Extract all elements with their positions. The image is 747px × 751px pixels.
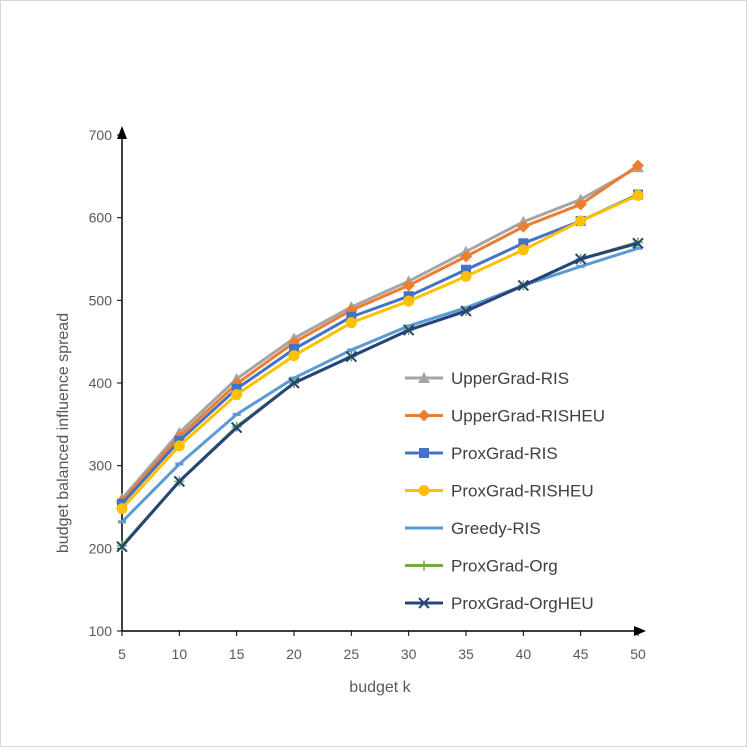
data-point-b bbox=[116, 540, 128, 553]
data-point-b bbox=[288, 377, 300, 389]
data-point-b bbox=[230, 421, 243, 434]
data-point-b bbox=[345, 350, 358, 363]
x-tick-label: 30 bbox=[401, 646, 417, 662]
data-point bbox=[116, 540, 128, 553]
data-point bbox=[461, 264, 471, 275]
series-proxgrad-risheu bbox=[116, 189, 644, 515]
series-proxgrad-orgheu bbox=[116, 237, 644, 553]
x-tick-label: 40 bbox=[516, 646, 532, 662]
data-point bbox=[231, 383, 242, 394]
legend-item-proxgrad-org: ProxGrad-Org bbox=[405, 557, 558, 576]
series-line-greedy-ris bbox=[120, 246, 640, 524]
data-point bbox=[460, 270, 472, 282]
data-point bbox=[173, 440, 185, 452]
legend-label: UpperGrad-RIS bbox=[451, 369, 569, 388]
series-uppergrad-ris bbox=[116, 161, 644, 504]
x-tick-label: 45 bbox=[573, 646, 589, 662]
x-tick-label: 25 bbox=[344, 646, 360, 662]
series-line-uppergrad-risheu bbox=[120, 164, 640, 503]
data-point-b bbox=[574, 253, 587, 265]
series-group bbox=[116, 159, 644, 553]
data-point bbox=[460, 250, 472, 263]
data-point bbox=[632, 189, 644, 201]
legend-swatch-marker bbox=[418, 409, 430, 422]
legend-item-proxgrad-orgheu: ProxGrad-OrgHEU bbox=[405, 594, 594, 613]
legend-item-proxgrad-risheu: ProxGrad-RISHEU bbox=[405, 482, 594, 501]
data-point-b bbox=[173, 475, 186, 488]
y-tick-label: 600 bbox=[89, 210, 113, 226]
data-point bbox=[402, 324, 415, 336]
data-point-b bbox=[632, 237, 644, 250]
data-point bbox=[632, 237, 644, 250]
y-tick-label: 700 bbox=[89, 127, 113, 143]
legend-swatch-marker bbox=[419, 560, 429, 571]
legend-swatch-marker bbox=[419, 448, 429, 458]
x-tick-label: 35 bbox=[458, 646, 474, 662]
data-point bbox=[116, 503, 128, 515]
data-point bbox=[288, 350, 300, 362]
x-tick-label: 15 bbox=[229, 646, 245, 662]
y-tick-label: 400 bbox=[89, 375, 113, 391]
y-tick-label: 500 bbox=[89, 292, 113, 308]
data-point bbox=[288, 377, 300, 389]
data-point bbox=[518, 238, 529, 249]
data-point-b bbox=[517, 279, 530, 292]
legend-swatch-marker bbox=[418, 597, 430, 609]
legend-swatch-marker-b bbox=[418, 597, 430, 609]
data-point bbox=[345, 317, 357, 329]
legend-label: ProxGrad-RISHEU bbox=[451, 482, 594, 501]
x-axis-arrow bbox=[634, 626, 646, 636]
legend-swatch-marker bbox=[418, 372, 430, 383]
legend: UpperGrad-RIS UpperGrad-RISHEU ProxGrad-RI… bbox=[405, 369, 605, 613]
data-point bbox=[632, 159, 644, 172]
axes: 100 200 300 400 500 600 700 5 10 15 20 25 30 35 40 45 50… bbox=[55, 126, 646, 696]
y-tick-label: 200 bbox=[89, 540, 113, 556]
series-line-uppergrad-ris bbox=[120, 165, 640, 501]
data-point bbox=[517, 244, 529, 256]
legend-item-proxgrad-ris: ProxGrad-RIS bbox=[405, 444, 558, 463]
data-point bbox=[346, 311, 357, 322]
x-tick-label: 50 bbox=[630, 646, 646, 662]
data-point bbox=[574, 253, 587, 265]
x-tick-label: 20 bbox=[286, 646, 302, 662]
series-line-proxgrad-orgheu bbox=[120, 241, 640, 549]
series-uppergrad-risheu bbox=[116, 159, 644, 508]
x-tick-label: 5 bbox=[118, 646, 126, 662]
data-point-b bbox=[402, 324, 415, 336]
data-point bbox=[403, 295, 415, 307]
data-point bbox=[574, 198, 587, 211]
series-line-proxgrad-ris bbox=[120, 193, 640, 506]
legend-label: ProxGrad-OrgHEU bbox=[451, 594, 594, 613]
series-proxgrad-org bbox=[117, 237, 643, 551]
y-axis-arrow bbox=[117, 126, 127, 139]
data-point bbox=[345, 350, 358, 363]
series-line-proxgrad-risheu bbox=[120, 193, 640, 511]
legend-swatch-marker bbox=[418, 485, 430, 496]
data-point bbox=[517, 220, 530, 233]
legend-label: Greedy-RIS bbox=[451, 519, 541, 538]
legend-item-greedy-ris: Greedy-RIS bbox=[405, 519, 541, 538]
data-point bbox=[230, 421, 243, 434]
data-point bbox=[460, 305, 472, 317]
legend-label: ProxGrad-RIS bbox=[451, 444, 558, 463]
y-axis-title: budget balanced influence spread bbox=[55, 313, 72, 553]
y-tick-label: 100 bbox=[89, 623, 113, 639]
y-tick-label: 300 bbox=[89, 458, 113, 474]
data-point bbox=[231, 389, 243, 401]
data-point bbox=[402, 279, 415, 292]
x-axis-title: budget k bbox=[349, 679, 411, 696]
data-point bbox=[575, 215, 587, 227]
legend-label: ProxGrad-Org bbox=[451, 557, 558, 576]
series-proxgrad-ris bbox=[117, 189, 643, 509]
data-point bbox=[517, 279, 530, 292]
x-tick-label: 10 bbox=[172, 646, 188, 662]
data-point bbox=[289, 344, 299, 355]
legend-item-uppergrad-risheu: UpperGrad-RISHEU bbox=[405, 407, 605, 426]
legend-item-uppergrad-ris: UpperGrad-RIS bbox=[405, 369, 569, 388]
legend-label: UpperGrad-RISHEU bbox=[451, 407, 605, 426]
data-point-b bbox=[460, 305, 472, 317]
data-point bbox=[173, 475, 186, 488]
